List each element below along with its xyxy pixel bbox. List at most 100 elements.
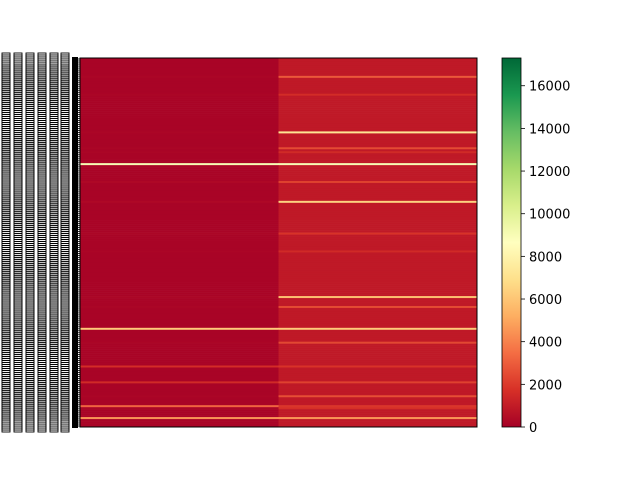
heatmap-cell (278, 230, 478, 233)
heatmap-cell (278, 95, 478, 98)
heatmap-cell (278, 99, 478, 102)
heatmap-cell (278, 129, 478, 132)
heatmap-cell (278, 73, 478, 77)
heatmap-cell (278, 145, 478, 148)
heatmap-cell (80, 258, 279, 261)
heatmap-cell (278, 284, 478, 287)
heatmap-cell (278, 169, 478, 172)
heatmap-cell (80, 236, 279, 239)
colorbar-tick-label: 6000 (529, 293, 562, 308)
heatmap-cell (80, 133, 279, 136)
heatmap-cell (80, 85, 279, 89)
heatmap-cell (80, 397, 279, 400)
heatmap-cell (278, 91, 478, 95)
heatmap-cell (278, 121, 478, 124)
heatmap-cell (80, 347, 279, 350)
heatmap-cell (278, 258, 478, 261)
heatmap-cell (80, 355, 279, 358)
heatmap-cell (278, 298, 478, 301)
heatmap-cell (278, 345, 478, 348)
heatmap-cell (80, 302, 279, 305)
heatmap-cell (278, 93, 478, 96)
heatmap-cell (80, 276, 279, 279)
heatmap-cell (80, 264, 279, 267)
heatmap-cell (80, 377, 279, 380)
heatmap-cell (80, 69, 279, 73)
heatmap-cell (80, 248, 279, 251)
heatmap-cell (278, 373, 478, 376)
heatmap-cell (80, 242, 279, 245)
heatmap-cell (278, 246, 478, 249)
heatmap-cell (278, 413, 478, 416)
heatmap-cell (278, 109, 478, 112)
heatmap-cell (278, 105, 478, 108)
colorbar-tick-label: 12000 (529, 165, 570, 180)
heatmap-cell (278, 83, 478, 87)
heatmap-cell (80, 319, 279, 323)
heatmap-cell (80, 141, 279, 144)
heatmap-cell (278, 407, 478, 410)
heatmap-cell (80, 367, 279, 370)
heatmap-cell (80, 240, 279, 243)
heatmap-cell (278, 139, 478, 142)
heatmap-cell (278, 214, 478, 218)
heatmap-cell (278, 77, 478, 81)
heatmap-cell (80, 369, 279, 372)
heatmap-cell (278, 286, 478, 289)
heatmap-cell (80, 423, 279, 426)
heatmap-cell (80, 188, 279, 192)
heatmap-cell (80, 202, 279, 206)
heatmap-cell (278, 313, 478, 317)
heatmap-cell (278, 123, 478, 126)
heatmap-cell (80, 198, 279, 202)
heatmap-cell (278, 274, 478, 277)
heatmap-cell (80, 361, 279, 364)
heatmap-cell (278, 226, 478, 229)
heatmap-cell (278, 186, 478, 190)
heatmap-cell (80, 163, 279, 166)
heatmap-cell (278, 305, 478, 309)
heatmap-cell (80, 119, 279, 122)
heatmap-cell (278, 357, 478, 360)
heatmap-cell (80, 216, 279, 219)
heatmap-cell (80, 105, 279, 108)
heatmap-cell (278, 101, 478, 104)
heatmap-cell (80, 167, 279, 170)
heatmap-cell (80, 375, 279, 378)
heatmap-cell (80, 238, 279, 241)
heatmap-cell (80, 127, 279, 130)
heatmap-cell (80, 212, 279, 216)
heatmap-cell (278, 218, 478, 221)
heatmap-cell (80, 395, 279, 398)
heatmap-cell (80, 387, 279, 390)
heatmap-cell (80, 234, 279, 237)
heatmap-cell (80, 363, 279, 366)
heatmap-cell (80, 401, 279, 404)
heatmap-cell (278, 141, 478, 144)
y-tick-glyph (13, 419, 23, 433)
heatmap-cell (80, 204, 279, 208)
heatmap-cell (278, 415, 478, 418)
y-tick-glyph (1, 419, 11, 433)
heatmap-cell (80, 389, 279, 392)
heatmap-cell (278, 177, 478, 180)
heatmap-cell (278, 381, 478, 384)
heatmap-cell (80, 296, 279, 299)
heatmap-cell (278, 367, 478, 370)
heatmap-cell (80, 228, 279, 231)
heatmap-cell (278, 335, 478, 339)
heatmap-cell (80, 339, 279, 342)
heatmap-cell (80, 351, 279, 354)
heatmap-cell (80, 244, 279, 247)
heatmap-cell (278, 127, 478, 130)
heatmap-cell (278, 190, 478, 194)
heatmap-cell (80, 325, 279, 329)
heatmap-cell (278, 423, 478, 426)
heatmap-cell (278, 198, 478, 202)
heatmap-cell (278, 244, 478, 247)
heatmap-cell (278, 75, 478, 79)
heatmap-cell (80, 270, 279, 273)
heatmap-cell (278, 238, 478, 241)
heatmap-cell (278, 111, 478, 114)
